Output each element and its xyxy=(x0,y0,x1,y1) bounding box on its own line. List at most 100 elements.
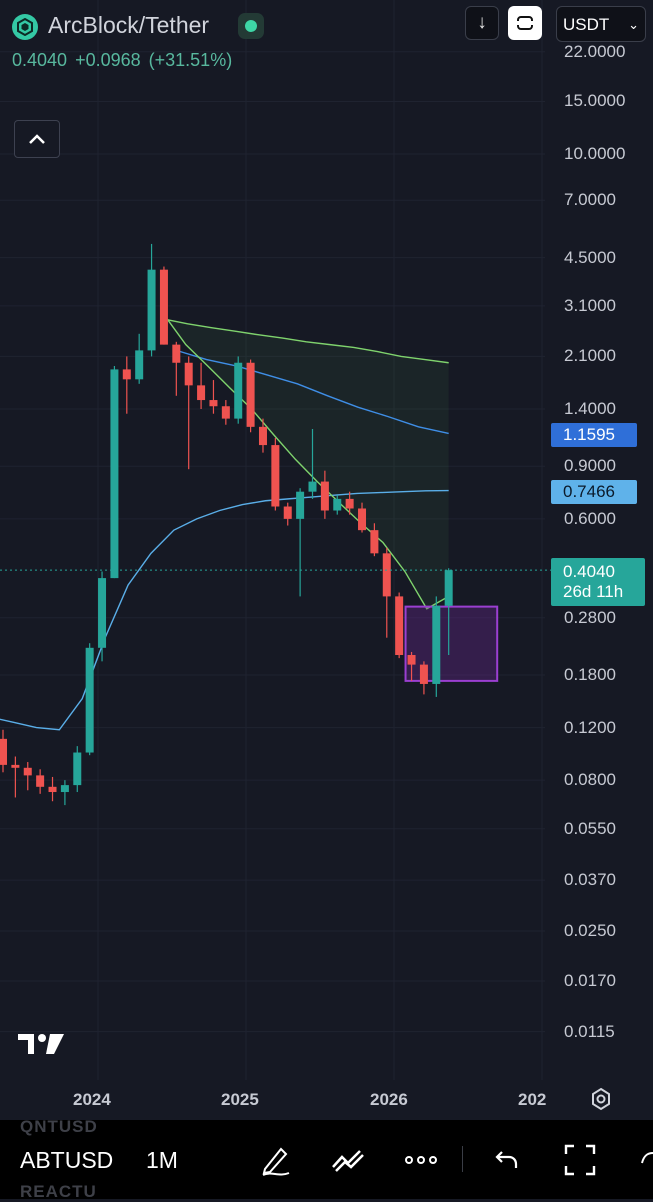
candle-body xyxy=(197,385,206,401)
candle-body xyxy=(358,508,367,531)
last-price: 0.4040 xyxy=(12,50,68,70)
price-chart[interactable] xyxy=(0,0,653,1120)
candle-body xyxy=(308,481,317,492)
toolbar-divider xyxy=(462,1146,463,1172)
ma-green-upper-line xyxy=(163,318,449,364)
price-axis-label: 0.0170 xyxy=(564,971,616,990)
candle-body xyxy=(85,647,94,753)
candle-body xyxy=(98,578,107,648)
symbol-header: ArcBlock/Tether 0.4040 +0.0968 (+31.51%) ↓… xyxy=(0,0,653,90)
bar-countdown: 26d 11h xyxy=(563,582,624,601)
candle-body xyxy=(444,570,453,606)
candle-body xyxy=(271,445,280,507)
time-label-2026: 2026 xyxy=(370,1090,408,1109)
price-axis-label: 0.1200 xyxy=(564,717,616,737)
ma-green-lower-line xyxy=(163,314,450,610)
chart-area[interactable]: ArcBlock/Tether 0.4040 +0.0968 (+31.51%) ↓… xyxy=(0,0,653,1120)
zone-box xyxy=(404,605,499,682)
tradingview-logo-icon xyxy=(16,1030,66,1063)
more-dots-icon xyxy=(405,1156,437,1164)
price-axis-label: 0.0370 xyxy=(564,870,616,890)
ma-ribbon-fill xyxy=(163,314,449,609)
candle-body xyxy=(135,350,144,380)
candle-body xyxy=(370,530,379,554)
fullscreen-icon xyxy=(564,1144,596,1176)
candle-body xyxy=(258,426,267,446)
time-label-2027: 202 xyxy=(518,1090,547,1109)
candle-body xyxy=(0,738,7,765)
fit-screen-icon xyxy=(516,16,534,30)
price-change-percent: (+31.51%) xyxy=(148,50,233,70)
price-axis-label: 0.0115 xyxy=(564,1021,615,1041)
price-axis-label: 0.0250 xyxy=(564,920,616,940)
candle-body xyxy=(172,344,181,363)
more-button[interactable] xyxy=(401,1142,441,1178)
undo-button[interactable] xyxy=(487,1142,527,1178)
price-axis-label: 10.0000 xyxy=(564,144,626,164)
current-price-tag: 0.4040 26d 11h xyxy=(551,558,645,606)
candle-body xyxy=(73,752,82,786)
chart-settings-button[interactable] xyxy=(589,1087,613,1111)
ma-blue-line xyxy=(176,349,449,435)
candle-body xyxy=(382,553,391,597)
candle-body xyxy=(320,481,329,511)
candle-body xyxy=(184,362,193,386)
currency-value: USDT xyxy=(563,15,610,34)
chevron-up-icon xyxy=(29,134,45,144)
symbol-button[interactable]: ABTUSD xyxy=(20,1147,114,1173)
indicators-button[interactable] xyxy=(328,1142,368,1178)
ma-blue-price-tag: 1.1595 xyxy=(551,423,637,447)
price-change: +0.0968 xyxy=(75,50,141,70)
download-button[interactable]: ↓ xyxy=(465,6,499,40)
candle-body xyxy=(159,269,168,345)
time-label-2024: 2024 xyxy=(73,1090,111,1109)
market-open-indicator xyxy=(238,13,264,39)
candle-body xyxy=(110,369,119,579)
candle-body xyxy=(234,362,243,419)
tool-icon xyxy=(641,1152,653,1164)
bottom-toolbar: QNTUSD ABTUSD REACTU 1M xyxy=(0,1117,653,1201)
candle-body xyxy=(147,269,156,351)
arcblock-logo-icon xyxy=(12,14,38,40)
interval-button[interactable]: 1M xyxy=(146,1147,178,1173)
overflow-tool-button[interactable] xyxy=(632,1142,653,1178)
collapse-legend-button[interactable] xyxy=(14,120,60,158)
indicators-icon xyxy=(332,1150,364,1172)
candle-body xyxy=(296,491,305,519)
currency-select[interactable]: USDT ⌄ xyxy=(556,6,646,42)
fullscreen-button[interactable] xyxy=(560,1142,600,1178)
price-axis-label: 1.4000 xyxy=(564,399,616,418)
candle-body xyxy=(122,369,131,380)
watchlist-prev-symbol[interactable]: QNTUSD xyxy=(20,1117,98,1136)
chevron-down-icon: ⌄ xyxy=(628,17,639,32)
undo-icon xyxy=(495,1151,518,1168)
price-axis-label: 0.9000 xyxy=(564,456,616,476)
price-axis-label: 3.1000 xyxy=(564,295,616,315)
gear-icon xyxy=(592,1087,610,1111)
watchlist-next-symbol[interactable]: REACTU xyxy=(20,1182,97,1201)
candle-body xyxy=(36,775,45,787)
fit-screen-button[interactable] xyxy=(508,6,542,40)
price-axis-label: 15.0000 xyxy=(564,91,626,111)
symbol-title[interactable]: ArcBlock/Tether xyxy=(48,12,210,38)
ma-lightblue-line xyxy=(0,489,449,731)
candle-body xyxy=(419,664,428,684)
candle-body xyxy=(333,498,342,511)
candle-body xyxy=(60,785,69,793)
price-axis-label: 2.1000 xyxy=(564,346,616,366)
price-axis-label: 7.0000 xyxy=(564,190,616,210)
candle-body xyxy=(11,764,20,768)
candle-body xyxy=(345,498,354,509)
candle-body xyxy=(432,605,441,684)
ma-lightblue-price-tag: 0.7466 xyxy=(551,480,637,504)
price-axis-label: 0.6000 xyxy=(564,508,616,528)
candle-body xyxy=(23,767,32,776)
price-axis-label: 0.0800 xyxy=(564,770,616,790)
price-axis-label: 0.1800 xyxy=(564,665,616,684)
price-axis-label: 0.0550 xyxy=(564,818,616,838)
candle-body xyxy=(209,400,218,407)
arrow-down-icon: ↓ xyxy=(477,12,487,33)
price-axis-label: 22.0000 xyxy=(564,41,626,61)
drawing-tool-button[interactable] xyxy=(256,1142,296,1178)
time-label-2025: 2025 xyxy=(221,1090,259,1109)
